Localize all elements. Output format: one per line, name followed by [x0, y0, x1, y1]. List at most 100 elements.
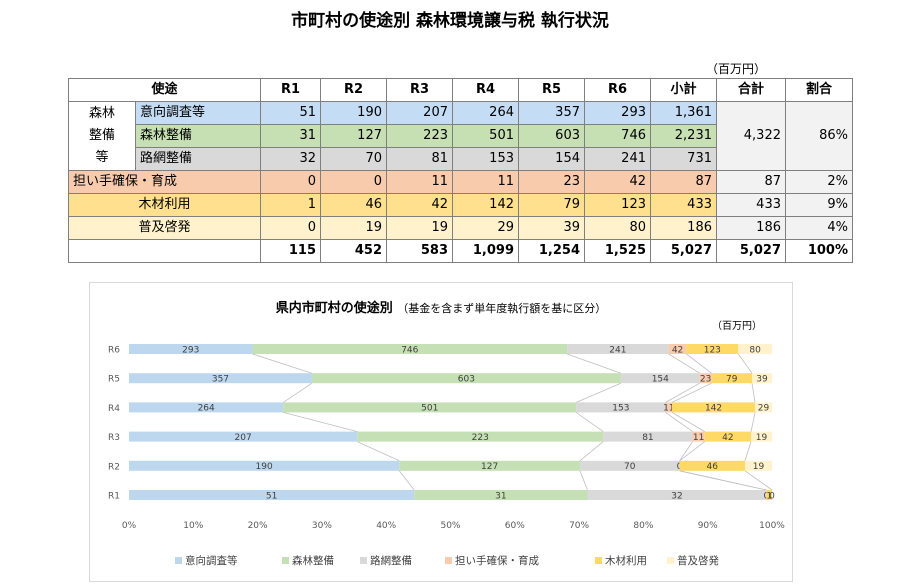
cell: 70 [320, 147, 387, 171]
data-label: 746 [401, 345, 418, 355]
cell: 11 [452, 170, 519, 194]
total-cell: 115 [260, 239, 321, 263]
data-label: 23 [700, 375, 711, 385]
subtotal-cell: 2,231 [650, 124, 717, 148]
table-row: 路網整備 32 70 81 153 154 241 731 [69, 147, 853, 171]
data-label: 32 [671, 491, 682, 501]
table-row: 森林 整備 等 意向調査等 51 190 207 264 357 293 1,3… [68, 101, 853, 171]
x-tick-label: 50% [440, 521, 460, 531]
bar-segment [692, 431, 705, 442]
group-label: 森林 整備 等 [68, 101, 136, 171]
cell: 81 [386, 147, 453, 171]
bar-segment [399, 460, 580, 471]
data-label: 207 [235, 433, 252, 443]
x-tick-label: 0% [122, 521, 137, 531]
table-row: 普及啓発 0 19 19 29 39 80 186 186 4% [68, 216, 853, 240]
cell: 207 [386, 101, 453, 125]
data-label: 39 [756, 375, 768, 385]
series-connector [744, 470, 773, 491]
bar-segment [587, 490, 767, 500]
data-label: 46 [707, 462, 719, 472]
header-r2: R2 [320, 78, 387, 102]
x-tick-label: 90% [698, 521, 718, 531]
x-tick-label: 60% [505, 521, 525, 531]
table-unit: （百万円） [706, 62, 767, 76]
cell: 190 [320, 101, 387, 125]
legend-swatch [360, 557, 367, 564]
bar-segment [129, 490, 415, 500]
bar-segment [129, 373, 312, 384]
totals-label [68, 239, 261, 263]
bar-segment [357, 431, 604, 442]
y-tick-label: R3 [108, 433, 120, 443]
data-label: 127 [481, 462, 498, 472]
data-label: 154 [652, 375, 669, 385]
data-label: 31 [495, 491, 506, 501]
bar-segment [699, 373, 712, 384]
y-tick-label: R2 [108, 462, 120, 472]
cell: 501 [452, 124, 519, 148]
total-cell: 1,525 [584, 239, 651, 263]
x-tick-label: 40% [376, 521, 396, 531]
bar-segment [686, 344, 739, 354]
header-r5: R5 [518, 78, 585, 102]
subtotal-cell: 186 [650, 216, 717, 240]
data-label: 19 [753, 462, 765, 472]
bar-segment [576, 402, 666, 413]
bar-segment [414, 490, 588, 500]
row-label: 担い手確保・育成 [68, 170, 261, 194]
chart-subtitle: （基金を含まず単年度執行額を基に区分） [397, 302, 607, 315]
cell: 293 [584, 101, 651, 125]
group-total-cell: 4,322 [716, 101, 786, 171]
total-cell: 1,254 [518, 239, 585, 263]
bar-segment [129, 431, 358, 442]
data-label: 11 [663, 404, 674, 414]
cell: 42 [386, 193, 453, 217]
y-tick-label: R4 [108, 404, 120, 414]
bar-segment [311, 373, 621, 384]
cell: 29 [452, 216, 519, 240]
bar-segment [679, 460, 745, 471]
series-connector [744, 441, 752, 461]
row-label: 木材利用 [68, 193, 261, 217]
total-cell: 1,099 [452, 239, 519, 263]
cell: 123 [584, 193, 651, 217]
cell: 264 [452, 101, 519, 125]
legend-swatch [667, 557, 674, 564]
header-subtotal: 小計 [650, 78, 717, 102]
cell: 31 [260, 124, 321, 148]
data-label: 11 [693, 433, 704, 443]
header-row: 使途 R1 R2 R3 R4 R5 R6 小計 合計 割合 [68, 78, 853, 102]
row-label: 森林整備 [135, 124, 261, 148]
table-row: 担い手確保・育成 0 0 11 11 23 42 87 87 2% [68, 170, 853, 194]
chart-title-main: 県内市町村の使途別 [275, 301, 393, 316]
legend-swatch [175, 557, 182, 564]
series-connector [579, 470, 588, 491]
cell: 39 [518, 216, 585, 240]
header-r4: R4 [452, 78, 519, 102]
data-label: 501 [421, 404, 438, 414]
total-cell: 100% [785, 239, 853, 263]
bar-segment [603, 431, 693, 442]
series-connector [283, 382, 313, 403]
share-cell: 4% [785, 216, 853, 240]
legend-label: 森林整備 [292, 554, 334, 567]
chart-container: 県内市町村の使途別 （基金を含まず単年度執行額を基に区分） （百万円） R6 293… [89, 282, 793, 582]
data-label: 81 [642, 433, 653, 443]
cell: 357 [518, 101, 585, 125]
series-connector [686, 353, 712, 374]
cell: 142 [452, 193, 519, 217]
share-cell: 9% [785, 193, 853, 217]
legend-swatch [595, 557, 602, 564]
row-label: 普及啓発 [68, 216, 261, 240]
legend-label: 路網整備 [370, 554, 412, 567]
row-label: 意向調査等 [135, 101, 261, 125]
series-connector [575, 412, 604, 432]
cell: 154 [518, 147, 585, 171]
bar-segment [751, 431, 772, 442]
header-r3: R3 [386, 78, 453, 102]
bar-segment [672, 402, 756, 413]
x-tick-label: 100% [759, 521, 785, 531]
data-label: 42 [672, 345, 683, 355]
header-share: 割合 [785, 78, 853, 102]
